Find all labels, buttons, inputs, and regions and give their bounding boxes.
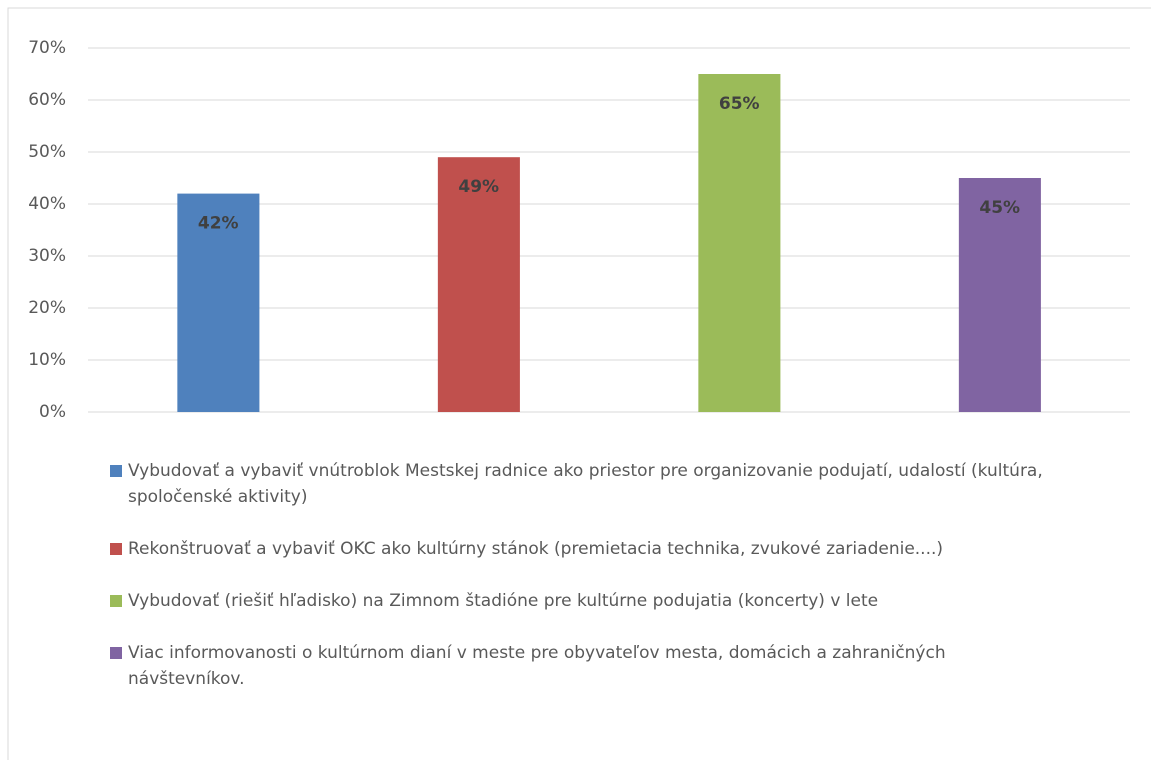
value-label: 49%	[458, 177, 499, 197]
y-tick-label: 20%	[28, 298, 66, 318]
legend-swatch	[110, 595, 122, 607]
y-tick-label: 50%	[28, 142, 66, 162]
legend-label: Viac informovanosti o kultúrnom dianí v …	[128, 643, 946, 689]
legend-label: Vybudovať a vybaviť vnútroblok Mestskej …	[128, 461, 1043, 507]
bar	[698, 74, 781, 412]
value-label: 42%	[198, 214, 239, 234]
y-tick-label: 30%	[28, 246, 66, 266]
bar	[177, 193, 260, 412]
value-label: 65%	[719, 94, 760, 114]
bar	[958, 178, 1041, 412]
chart-border	[7, 7, 1151, 760]
y-tick-label: 0%	[39, 402, 66, 422]
legend-swatch	[110, 647, 122, 659]
y-tick-label: 70%	[28, 38, 66, 58]
bar	[437, 157, 520, 412]
legend-label: Rekonštruovať a vybaviť OKC ako kultúrny…	[128, 539, 944, 559]
legend-entry: Viac informovanosti o kultúrnom dianí v …	[110, 640, 1050, 692]
legend: Vybudovať a vybaviť vnútroblok Mestskej …	[110, 458, 1050, 718]
legend-entry: Rekonštruovať a vybaviť OKC ako kultúrny…	[110, 536, 1050, 562]
y-tick-label: 60%	[28, 90, 66, 110]
legend-swatch	[110, 465, 122, 477]
legend-entry: Vybudovať a vybaviť vnútroblok Mestskej …	[110, 458, 1050, 510]
legend-label: Vybudovať (riešiť hľadisko) na Zimnom št…	[128, 591, 879, 611]
y-tick-label: 10%	[28, 350, 66, 370]
y-tick-label: 40%	[28, 194, 66, 214]
value-label: 45%	[979, 198, 1020, 218]
legend-swatch	[110, 543, 122, 555]
legend-entry: Vybudovať (riešiť hľadisko) na Zimnom št…	[110, 588, 1050, 614]
